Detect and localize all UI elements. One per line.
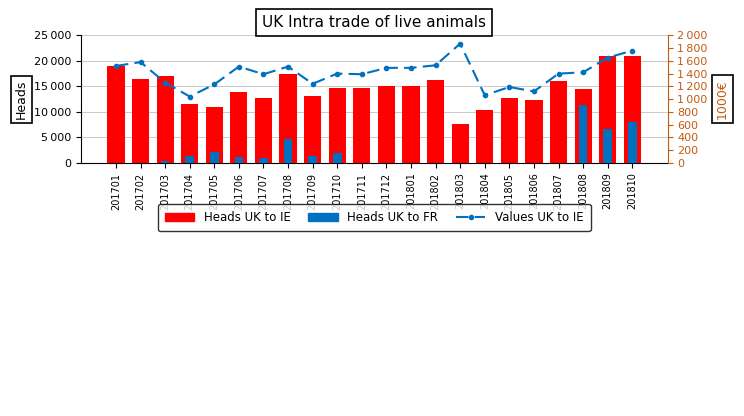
Bar [525, 99, 542, 163]
Bar [623, 56, 641, 163]
Title: UK Intra trade of live animals: UK Intra trade of live animals [262, 15, 486, 30]
Bar [550, 81, 567, 163]
Bar [107, 66, 124, 163]
Y-axis label: Heads: Heads [15, 79, 28, 119]
Bar [185, 156, 194, 163]
Bar [231, 92, 248, 163]
Bar [476, 110, 493, 163]
Bar [308, 156, 317, 163]
Bar [280, 74, 297, 163]
Bar [205, 107, 223, 163]
Bar [333, 153, 341, 163]
Bar [210, 152, 219, 163]
Bar [599, 56, 616, 163]
Bar [574, 89, 591, 163]
Bar [234, 157, 243, 163]
Bar [132, 79, 149, 163]
Bar [156, 76, 173, 163]
Bar [501, 98, 518, 163]
Bar [579, 105, 588, 163]
Bar [304, 96, 321, 163]
Bar [378, 87, 395, 163]
Bar [329, 88, 346, 163]
Y-axis label: 1000€: 1000€ [716, 79, 729, 119]
Bar [181, 104, 199, 163]
Bar [603, 129, 612, 163]
Bar [452, 124, 469, 163]
Bar [255, 98, 272, 163]
Bar [427, 80, 444, 163]
Bar [259, 158, 268, 163]
Bar [628, 121, 637, 163]
Bar [403, 87, 420, 163]
Bar [283, 139, 292, 163]
Bar [161, 161, 170, 163]
Bar [353, 88, 371, 163]
Legend: Heads UK to IE, Heads UK to FR, Values UK to IE: Heads UK to IE, Heads UK to FR, Values U… [158, 204, 591, 231]
